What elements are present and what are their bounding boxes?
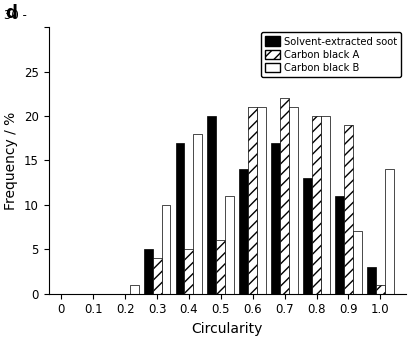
Bar <box>239 169 248 293</box>
Text: d: d <box>6 4 18 22</box>
Bar <box>207 116 216 293</box>
Bar <box>352 232 361 293</box>
Bar <box>288 107 297 293</box>
Bar <box>375 285 384 293</box>
Text: 30 -: 30 - <box>4 9 27 22</box>
Bar <box>384 169 393 293</box>
Bar <box>161 205 170 293</box>
Bar <box>184 249 193 293</box>
Bar <box>320 116 329 293</box>
Bar <box>271 143 279 293</box>
Bar <box>152 258 161 293</box>
Bar <box>334 196 343 293</box>
Bar <box>366 267 375 293</box>
Bar <box>279 98 288 293</box>
Bar <box>216 240 225 293</box>
Bar <box>175 143 184 293</box>
Bar <box>129 285 138 293</box>
Bar <box>193 134 202 293</box>
Bar <box>343 125 352 293</box>
Y-axis label: Frequency / %: Frequency / % <box>4 112 18 209</box>
Bar <box>225 196 234 293</box>
Bar <box>302 178 311 293</box>
Bar <box>248 107 256 293</box>
Bar <box>256 107 265 293</box>
Bar <box>143 249 152 293</box>
Legend: Solvent-extracted soot, Carbon black A, Carbon black B: Solvent-extracted soot, Carbon black A, … <box>260 32 400 77</box>
Bar <box>311 116 320 293</box>
X-axis label: Circularity: Circularity <box>191 322 262 336</box>
